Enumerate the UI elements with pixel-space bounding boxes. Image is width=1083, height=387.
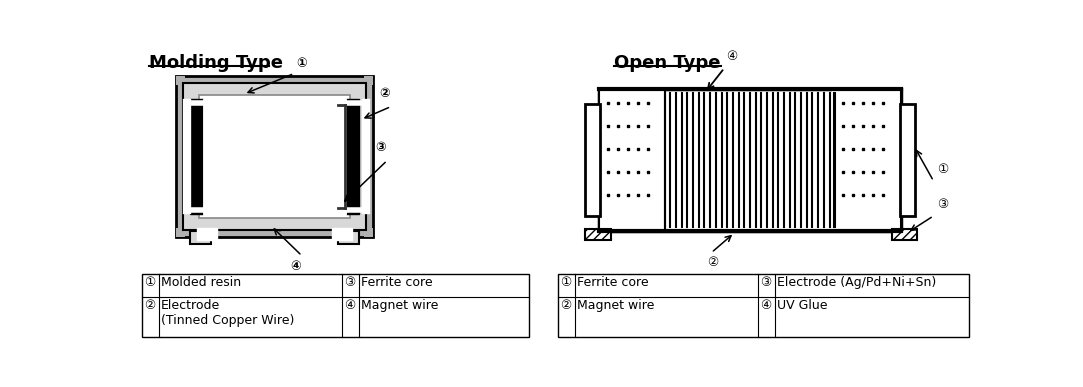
Text: Molding Type: Molding Type — [149, 54, 284, 72]
Text: ③: ③ — [376, 141, 387, 154]
Bar — [599, 89, 665, 231]
Text: ①: ① — [560, 276, 572, 289]
Bar — [835, 89, 901, 231]
Bar — [343, 99, 360, 214]
Bar — [891, 229, 916, 240]
Text: Magnet wire: Magnet wire — [361, 299, 439, 312]
Text: ②: ② — [560, 299, 572, 312]
Text: ④: ④ — [343, 299, 355, 312]
Text: Ferrite core: Ferrite core — [361, 276, 432, 289]
Text: Electrode
(Tinned Copper Wire): Electrode (Tinned Copper Wire) — [161, 299, 295, 327]
Bar — [199, 95, 350, 218]
Text: ④: ④ — [290, 260, 301, 274]
Text: ①: ① — [144, 276, 155, 289]
Text: ③: ③ — [938, 198, 949, 211]
Text: ③: ③ — [760, 276, 771, 289]
Bar — [197, 228, 217, 240]
Bar — [183, 84, 366, 230]
Bar — [338, 231, 360, 243]
Text: UV Glue: UV Glue — [778, 299, 827, 312]
Text: ①: ① — [938, 163, 949, 176]
Bar — [332, 228, 352, 240]
Bar — [175, 76, 374, 237]
Text: Open Type: Open Type — [614, 54, 720, 72]
Text: ②: ② — [379, 87, 390, 100]
Bar — [585, 104, 600, 216]
Bar — [364, 76, 374, 85]
Bar — [190, 99, 205, 214]
Bar — [199, 95, 350, 218]
Text: Molded resin: Molded resin — [161, 276, 242, 289]
Bar — [364, 228, 374, 237]
Text: ④: ④ — [760, 299, 771, 312]
Bar — [175, 228, 185, 237]
Text: ①: ① — [297, 57, 308, 70]
Text: Magnet wire: Magnet wire — [577, 299, 654, 312]
Text: ④: ④ — [726, 50, 738, 63]
Bar — [832, 89, 837, 231]
Bar — [175, 76, 185, 85]
Text: ③: ③ — [343, 276, 355, 289]
Text: ②: ② — [707, 256, 719, 269]
Bar — [558, 274, 968, 337]
Text: ②: ② — [144, 299, 155, 312]
Text: Electrode (Ag/Pd+Ni+Sn): Electrode (Ag/Pd+Ni+Sn) — [778, 276, 937, 289]
Bar — [190, 231, 211, 243]
Bar — [142, 274, 530, 337]
Bar — [599, 89, 901, 231]
Bar — [900, 104, 915, 216]
Bar — [585, 229, 611, 240]
Text: Ferrite core: Ferrite core — [577, 276, 649, 289]
